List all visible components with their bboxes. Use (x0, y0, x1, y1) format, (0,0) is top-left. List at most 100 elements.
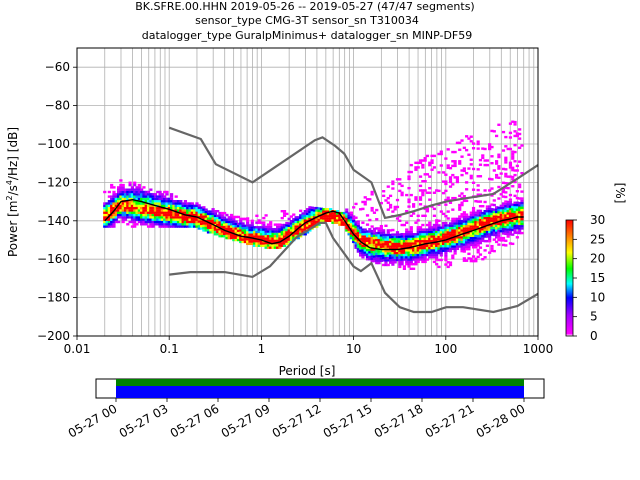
psd-cell (174, 216, 178, 219)
psd-cell (476, 200, 480, 203)
psd-cell (370, 246, 374, 249)
psd-cell (172, 213, 176, 217)
psd-cell (379, 229, 383, 232)
psd-cell (384, 238, 388, 241)
psd-cell (504, 211, 508, 215)
psd-cell (135, 188, 139, 191)
psd-cell (451, 222, 455, 225)
psd-cell (349, 236, 353, 240)
psd-cell (478, 163, 483, 166)
psd-cell (319, 214, 324, 218)
psd-cell (451, 226, 455, 230)
psd-cell (128, 181, 132, 184)
noise-models (168, 126, 538, 314)
psd-cell (375, 231, 379, 235)
psd-cell (513, 210, 517, 214)
psd-cell (435, 253, 439, 257)
psd-cell (239, 222, 243, 225)
psd-cell (340, 221, 344, 224)
psd-cell (310, 206, 314, 209)
psd-cell (515, 190, 519, 193)
psd-cell (193, 220, 197, 224)
psd-cell (407, 170, 411, 174)
psd-cell (405, 244, 409, 247)
psd-cell (375, 241, 379, 244)
psd-cell (114, 200, 118, 203)
psd-cell (488, 189, 492, 192)
psd-cell (437, 265, 441, 269)
psd-cell (377, 257, 381, 260)
psd-cell (176, 216, 181, 219)
psd-cell (140, 190, 144, 194)
psd-cell (409, 193, 413, 197)
psd-cell (437, 226, 441, 229)
psd-cell (248, 235, 252, 239)
psd-cell (151, 209, 155, 212)
psd-cell (370, 259, 374, 263)
psd-cell (428, 235, 432, 238)
psd-cell (262, 228, 266, 231)
psd-cell (257, 239, 261, 243)
psd-cell (395, 247, 400, 250)
psd-cell (407, 242, 411, 245)
psd-cell (135, 197, 139, 201)
psd-cell (347, 223, 351, 227)
psd-cell (119, 213, 123, 217)
psd-cell (439, 150, 443, 153)
psd-cell (174, 202, 178, 205)
psd-cell (444, 203, 448, 206)
psd-cell (407, 198, 411, 201)
psd-cell (266, 230, 271, 233)
psd-cell (289, 222, 294, 225)
psd-cell (241, 231, 245, 234)
psd-cell (266, 223, 271, 226)
psd-cell (110, 213, 114, 217)
psd-cell (255, 242, 259, 245)
psd-cell (405, 253, 409, 257)
coverage-tick-label: 05-27 03 (117, 401, 171, 440)
psd-cell (246, 238, 250, 241)
psd-cell (232, 222, 236, 226)
psd-cell (308, 206, 312, 209)
psd-cell (455, 176, 460, 179)
psd-cell (483, 216, 487, 220)
psd-cell (193, 216, 197, 219)
psd-cell (418, 175, 423, 178)
psd-cell (216, 223, 220, 227)
psd-cell (402, 256, 407, 259)
psd-cell (246, 242, 250, 246)
psd-cell (273, 237, 277, 240)
psd-cell (518, 220, 522, 223)
psd-cell (142, 193, 146, 196)
psd-cell (386, 252, 390, 255)
psd-cell (483, 221, 487, 224)
psd-cell (490, 194, 494, 197)
psd-cell (495, 208, 499, 211)
psd-cell (388, 256, 393, 260)
psd-cell (126, 197, 130, 201)
psd-cell (518, 201, 522, 205)
psd-cell (289, 215, 294, 218)
psd-cell (379, 227, 383, 230)
psd-cell (220, 221, 224, 224)
psd-cell (326, 217, 330, 220)
psd-cell (312, 211, 317, 214)
psd-cell (483, 219, 487, 222)
psd-cell (405, 239, 409, 243)
psd-cell (481, 156, 485, 160)
psd-cell (305, 212, 310, 216)
psd-cell (488, 214, 492, 218)
psd-cell (140, 223, 144, 226)
psd-cell (347, 212, 351, 215)
psd-cell (439, 226, 443, 229)
psd-cell (444, 235, 448, 239)
psd-cell (441, 191, 446, 195)
psd-cell (146, 211, 151, 214)
psd-cell (333, 219, 337, 222)
psd-cell (474, 243, 478, 247)
psd-cell (418, 235, 423, 238)
psd-cell (508, 223, 513, 227)
psd-cell (128, 213, 132, 217)
psd-cell (375, 252, 379, 256)
